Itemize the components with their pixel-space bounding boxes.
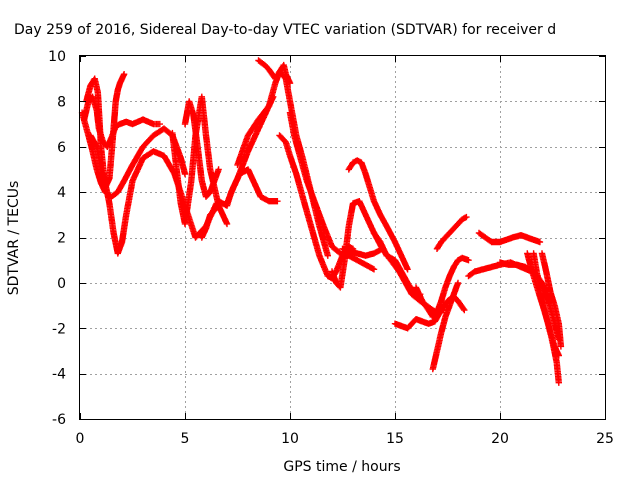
y-tick-label: 4 bbox=[57, 185, 66, 201]
series-track bbox=[530, 250, 562, 359]
series-track bbox=[475, 229, 544, 246]
series-track bbox=[223, 166, 281, 207]
y-tick-label: 6 bbox=[57, 140, 66, 156]
series-track bbox=[370, 229, 424, 298]
data-point-markers bbox=[370, 229, 424, 298]
x-axis-label: GPS time / hours bbox=[283, 459, 400, 475]
y-tick-label: 10 bbox=[48, 49, 66, 65]
series-track bbox=[286, 109, 378, 273]
x-tick-label: 25 bbox=[596, 431, 614, 447]
series-track bbox=[276, 132, 357, 282]
x-tick-label: 20 bbox=[491, 431, 509, 447]
y-tick-label: 8 bbox=[57, 94, 66, 110]
x-tick-label: 5 bbox=[181, 431, 190, 447]
y-tick-label: -4 bbox=[52, 367, 66, 383]
data-point-markers bbox=[169, 93, 231, 228]
series-track bbox=[433, 213, 470, 252]
data-point-markers bbox=[429, 279, 462, 373]
series-track bbox=[181, 98, 222, 200]
data-point-markers bbox=[286, 109, 378, 273]
data-point-markers bbox=[433, 213, 470, 252]
chart-title: Day 259 of 2016, Sidereal Day-to-day VTE… bbox=[14, 22, 556, 38]
x-tick-label: 10 bbox=[281, 431, 299, 447]
series-track bbox=[345, 157, 411, 273]
axis-ticks: 0 5 10 15 20 25 -6 -4 -2 0 2 4 6 8 10 bbox=[48, 49, 614, 447]
series-track bbox=[412, 254, 472, 321]
y-axis-label: SDTVAR / TECUs bbox=[6, 181, 22, 296]
x-tick-label: 15 bbox=[386, 431, 404, 447]
y-tick-label: -6 bbox=[52, 412, 66, 428]
data-markers bbox=[78, 57, 565, 386]
data-point-markers bbox=[412, 254, 472, 321]
data-point-markers bbox=[538, 250, 565, 350]
y-tick-label: -2 bbox=[52, 321, 66, 337]
data-point-markers bbox=[181, 98, 222, 200]
data-point-markers bbox=[276, 132, 357, 282]
plot-frame bbox=[79, 55, 606, 420]
series-track bbox=[538, 250, 565, 350]
data-point-markers bbox=[530, 250, 562, 359]
series-track bbox=[169, 93, 231, 228]
y-tick-label: 2 bbox=[57, 231, 66, 247]
series-track bbox=[429, 279, 462, 373]
data-point-markers bbox=[475, 229, 544, 246]
data-point-markers bbox=[223, 166, 281, 207]
data-point-markers bbox=[345, 157, 411, 273]
x-tick-label: 0 bbox=[76, 431, 85, 447]
y-tick-label: 0 bbox=[57, 276, 66, 292]
